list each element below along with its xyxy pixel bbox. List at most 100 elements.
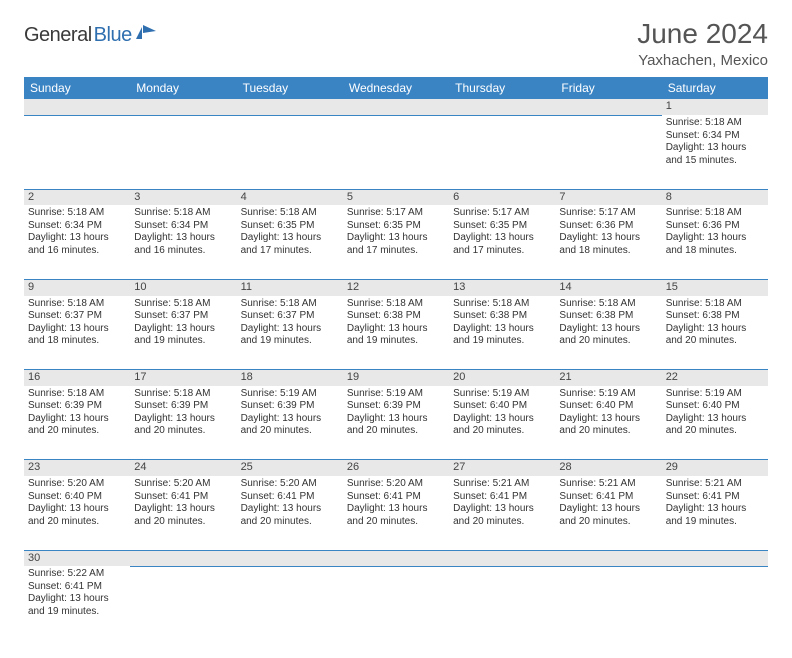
sunrise-text: Sunrise: 5:19 AM bbox=[666, 388, 764, 401]
day-cell: Sunrise: 5:20 AMSunset: 6:40 PMDaylight:… bbox=[24, 476, 130, 550]
day-cell: Sunrise: 5:18 AMSunset: 6:36 PMDaylight:… bbox=[662, 205, 768, 279]
day-number-cell: 18 bbox=[237, 370, 343, 386]
day-cell bbox=[555, 566, 661, 640]
sunset-text: Sunset: 6:36 PM bbox=[666, 220, 764, 233]
title-block: June 2024 Yaxhachen, Mexico bbox=[637, 18, 768, 69]
sunrise-text: Sunrise: 5:18 AM bbox=[241, 207, 339, 220]
day-number-cell: 20 bbox=[449, 370, 555, 386]
calendar-page: GeneralBlue June 2024 Yaxhachen, Mexico … bbox=[0, 0, 792, 658]
day-number-cell bbox=[449, 550, 555, 566]
sunset-text: Sunset: 6:41 PM bbox=[241, 491, 339, 504]
sunrise-text: Sunrise: 5:18 AM bbox=[559, 298, 657, 311]
day2-text: and 20 minutes. bbox=[241, 516, 339, 529]
weekday-header: Monday bbox=[130, 77, 236, 99]
sunset-text: Sunset: 6:41 PM bbox=[453, 491, 551, 504]
day-cell: Sunrise: 5:21 AMSunset: 6:41 PMDaylight:… bbox=[555, 476, 661, 550]
day-number-cell: 30 bbox=[24, 550, 130, 566]
day1-text: Daylight: 13 hours bbox=[666, 142, 764, 155]
day-cell: Sunrise: 5:18 AMSunset: 6:35 PMDaylight:… bbox=[237, 205, 343, 279]
day-number-row: 1 bbox=[24, 99, 768, 115]
day-cell: Sunrise: 5:19 AMSunset: 6:39 PMDaylight:… bbox=[237, 386, 343, 460]
day1-text: Daylight: 13 hours bbox=[134, 503, 232, 516]
day2-text: and 20 minutes. bbox=[666, 425, 764, 438]
day1-text: Daylight: 13 hours bbox=[666, 413, 764, 426]
day-number-cell: 29 bbox=[662, 460, 768, 476]
sunset-text: Sunset: 6:35 PM bbox=[453, 220, 551, 233]
day1-text: Daylight: 13 hours bbox=[559, 413, 657, 426]
day2-text: and 18 minutes. bbox=[666, 245, 764, 258]
day-cell: Sunrise: 5:18 AMSunset: 6:34 PMDaylight:… bbox=[662, 115, 768, 189]
day-cell bbox=[662, 566, 768, 640]
sunrise-text: Sunrise: 5:19 AM bbox=[559, 388, 657, 401]
day-number-cell: 3 bbox=[130, 189, 236, 205]
day-number-cell: 19 bbox=[343, 370, 449, 386]
day-cell: Sunrise: 5:22 AMSunset: 6:41 PMDaylight:… bbox=[24, 566, 130, 640]
day-cell: Sunrise: 5:21 AMSunset: 6:41 PMDaylight:… bbox=[662, 476, 768, 550]
day2-text: and 19 minutes. bbox=[241, 335, 339, 348]
sunrise-text: Sunrise: 5:18 AM bbox=[28, 388, 126, 401]
sunset-text: Sunset: 6:39 PM bbox=[347, 400, 445, 413]
day2-text: and 20 minutes. bbox=[453, 516, 551, 529]
day-cell: Sunrise: 5:18 AMSunset: 6:38 PMDaylight:… bbox=[449, 296, 555, 370]
day-cell: Sunrise: 5:17 AMSunset: 6:36 PMDaylight:… bbox=[555, 205, 661, 279]
sunrise-text: Sunrise: 5:19 AM bbox=[347, 388, 445, 401]
logo: GeneralBlue bbox=[24, 18, 158, 47]
week-row: Sunrise: 5:18 AMSunset: 6:34 PMDaylight:… bbox=[24, 205, 768, 279]
sunrise-text: Sunrise: 5:18 AM bbox=[28, 298, 126, 311]
day-cell bbox=[130, 115, 236, 189]
day1-text: Daylight: 13 hours bbox=[559, 232, 657, 245]
day2-text: and 20 minutes. bbox=[559, 335, 657, 348]
day2-text: and 17 minutes. bbox=[347, 245, 445, 258]
calendar-table: Sunday Monday Tuesday Wednesday Thursday… bbox=[24, 77, 768, 640]
day2-text: and 15 minutes. bbox=[666, 155, 764, 168]
sunrise-text: Sunrise: 5:18 AM bbox=[666, 207, 764, 220]
day-cell: Sunrise: 5:18 AMSunset: 6:39 PMDaylight:… bbox=[24, 386, 130, 460]
day-number-cell bbox=[449, 99, 555, 115]
day2-text: and 20 minutes. bbox=[347, 425, 445, 438]
sunrise-text: Sunrise: 5:18 AM bbox=[666, 117, 764, 130]
day2-text: and 20 minutes. bbox=[559, 425, 657, 438]
day2-text: and 17 minutes. bbox=[241, 245, 339, 258]
day-number-cell bbox=[237, 550, 343, 566]
day1-text: Daylight: 13 hours bbox=[559, 503, 657, 516]
week-row: Sunrise: 5:18 AMSunset: 6:39 PMDaylight:… bbox=[24, 386, 768, 460]
day1-text: Daylight: 13 hours bbox=[241, 413, 339, 426]
week-row: Sunrise: 5:18 AMSunset: 6:37 PMDaylight:… bbox=[24, 296, 768, 370]
weekday-header: Saturday bbox=[662, 77, 768, 99]
day-number-cell: 23 bbox=[24, 460, 130, 476]
day1-text: Daylight: 13 hours bbox=[347, 503, 445, 516]
sunrise-text: Sunrise: 5:18 AM bbox=[347, 298, 445, 311]
sunrise-text: Sunrise: 5:18 AM bbox=[453, 298, 551, 311]
day-cell: Sunrise: 5:19 AMSunset: 6:40 PMDaylight:… bbox=[662, 386, 768, 460]
day1-text: Daylight: 13 hours bbox=[134, 323, 232, 336]
day1-text: Daylight: 13 hours bbox=[28, 323, 126, 336]
sunset-text: Sunset: 6:37 PM bbox=[134, 310, 232, 323]
logo-text-general: General bbox=[24, 24, 92, 47]
weekday-header-row: Sunday Monday Tuesday Wednesday Thursday… bbox=[24, 77, 768, 99]
day-number-cell: 17 bbox=[130, 370, 236, 386]
sunset-text: Sunset: 6:38 PM bbox=[453, 310, 551, 323]
day-number-cell: 13 bbox=[449, 279, 555, 295]
day1-text: Daylight: 13 hours bbox=[666, 503, 764, 516]
sunset-text: Sunset: 6:39 PM bbox=[241, 400, 339, 413]
weekday-header: Thursday bbox=[449, 77, 555, 99]
day-number-cell: 26 bbox=[343, 460, 449, 476]
sunrise-text: Sunrise: 5:19 AM bbox=[241, 388, 339, 401]
day-cell: Sunrise: 5:20 AMSunset: 6:41 PMDaylight:… bbox=[130, 476, 236, 550]
day-number-cell bbox=[555, 99, 661, 115]
day-number-row: 30 bbox=[24, 550, 768, 566]
sunrise-text: Sunrise: 5:18 AM bbox=[134, 298, 232, 311]
day2-text: and 20 minutes. bbox=[453, 425, 551, 438]
sunset-text: Sunset: 6:41 PM bbox=[134, 491, 232, 504]
day2-text: and 20 minutes. bbox=[666, 335, 764, 348]
day-number-cell bbox=[343, 99, 449, 115]
day1-text: Daylight: 13 hours bbox=[241, 232, 339, 245]
day-number-cell: 21 bbox=[555, 370, 661, 386]
day-number-cell: 2 bbox=[24, 189, 130, 205]
sunset-text: Sunset: 6:36 PM bbox=[559, 220, 657, 233]
day2-text: and 20 minutes. bbox=[241, 425, 339, 438]
sunset-text: Sunset: 6:34 PM bbox=[666, 130, 764, 143]
sunset-text: Sunset: 6:35 PM bbox=[347, 220, 445, 233]
day-cell bbox=[237, 566, 343, 640]
day-number-cell bbox=[130, 550, 236, 566]
